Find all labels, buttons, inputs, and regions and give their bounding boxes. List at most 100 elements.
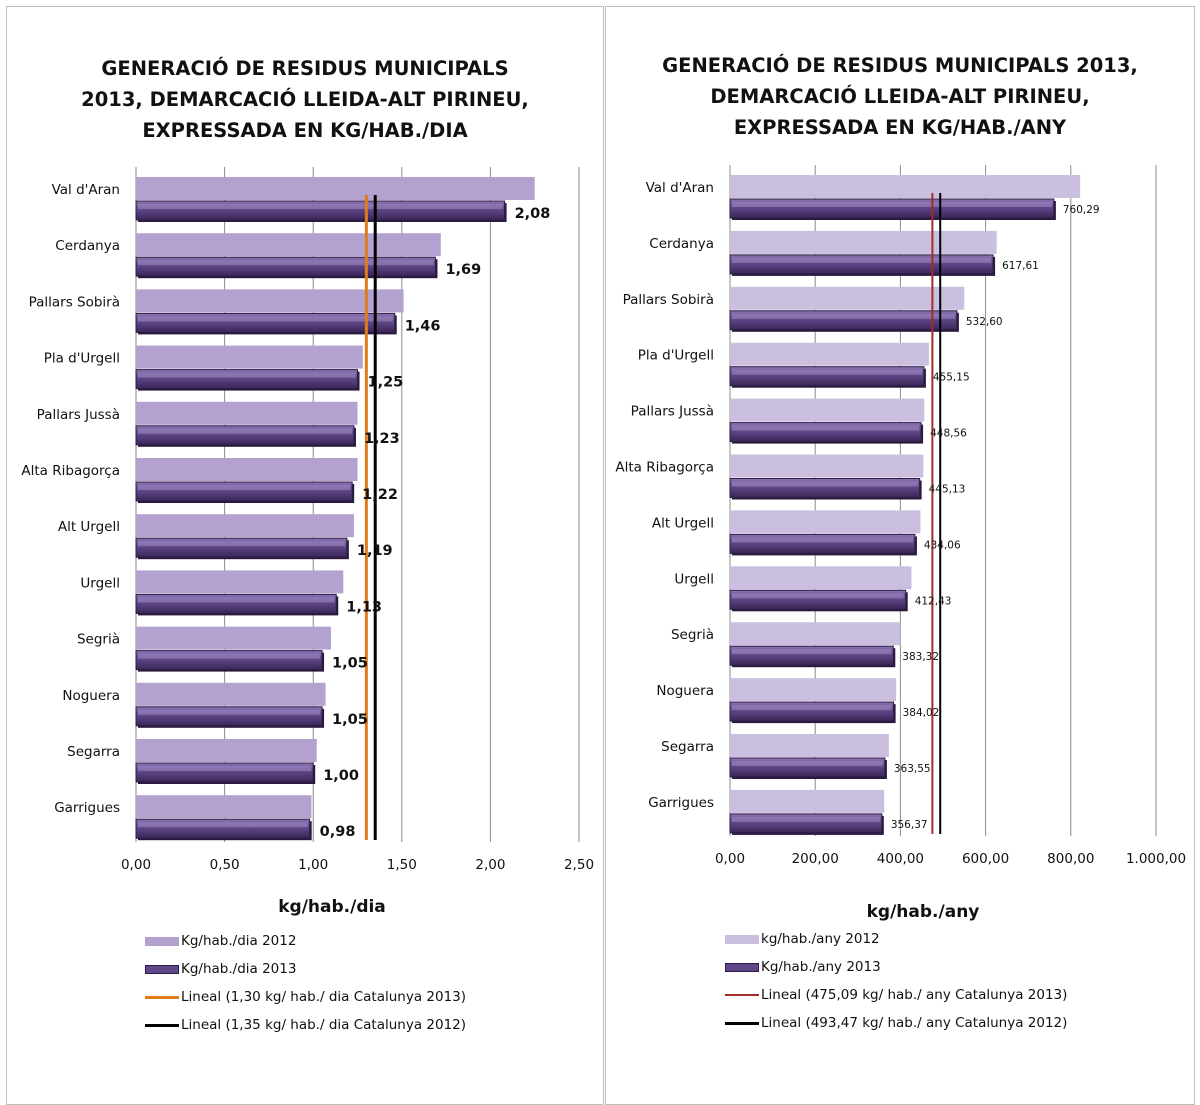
bar-2012 — [730, 678, 897, 702]
bar-2012 — [136, 626, 331, 650]
legend-swatch-2013 — [145, 964, 179, 974]
data-label-2013: 1,25 — [368, 375, 404, 391]
data-label-2013: 363,55 — [894, 763, 931, 775]
bar-2013-highlight — [732, 481, 918, 487]
category-label: Pallars Jussà — [631, 404, 714, 420]
bar-2013 — [729, 254, 994, 275]
bar-2012 — [730, 789, 885, 813]
category-label: Segarra — [67, 744, 120, 760]
bar-2012 — [136, 345, 363, 369]
legend: kg/hab./any 2012 Kg/hab./any 2013 Lineal… — [725, 925, 1067, 1037]
chart-title-line-2: 2013, DEMARCACIÓ LLEIDA-ALT PIRINEU, — [81, 88, 529, 111]
x-axis-title: kg/hab./any — [866, 902, 980, 922]
bar-2012 — [730, 510, 921, 534]
bar-2012 — [730, 230, 997, 254]
category-label: Pla d'Urgell — [44, 351, 120, 367]
data-label-2013: 0,98 — [320, 824, 356, 840]
bar-2013-highlight — [732, 369, 922, 375]
bar-2013-highlight — [732, 761, 883, 766]
chart-title-line-2: DEMARCACIÓ LLEIDA-ALT PIRINEU, — [710, 85, 1090, 108]
bar-2012 — [136, 289, 404, 313]
legend-item-2012: Kg/hab./dia 2012 — [145, 927, 466, 955]
x-tick-label: 1,00 — [298, 857, 328, 873]
x-tick-label: 2,00 — [475, 857, 505, 873]
data-label-2013: 760,29 — [1063, 204, 1100, 216]
category-label: Cerdanya — [55, 238, 120, 254]
bar-2012 — [136, 682, 326, 706]
bar-2012 — [730, 734, 889, 757]
legend-label-line-2013: Lineal (1,30 kg/ hab./ dia Catalunya 201… — [181, 989, 467, 1005]
bar-2012 — [136, 795, 312, 819]
bar-2012 — [136, 514, 354, 538]
data-label-2013: 1,69 — [445, 262, 481, 278]
data-label-2013: 1,00 — [323, 768, 359, 784]
chart-panel-right: GENERACIÓ DE RESIDUS MUNICIPALS 2013, DE… — [605, 6, 1195, 1105]
legend-label-2012: kg/hab./any 2012 — [761, 931, 880, 947]
category-label: Val d'Aran — [646, 180, 714, 196]
data-label-2013: 455,15 — [933, 372, 970, 384]
data-label-2013: 2,08 — [515, 206, 551, 222]
bar-2013 — [729, 645, 894, 666]
bar-2013 — [729, 589, 907, 610]
chart-title-line-1: GENERACIÓ DE RESIDUS MUNICIPALS 2013, — [662, 54, 1138, 77]
x-tick-label: 0,50 — [210, 857, 240, 873]
x-tick-label: 0,00 — [715, 851, 745, 867]
bar-2013-highlight — [138, 485, 351, 490]
bar-2013-highlight — [138, 260, 434, 266]
bar-2013 — [135, 200, 506, 221]
data-label-2013: 412,43 — [915, 595, 952, 607]
bar-2012 — [730, 175, 1081, 198]
bar-2013-highlight — [732, 313, 955, 319]
bar-2012 — [730, 286, 965, 310]
legend-line-2013 — [145, 995, 179, 999]
legend-swatch-2012 — [725, 934, 759, 944]
category-label: Garrigues — [648, 795, 714, 811]
category-label: Val d'Aran — [52, 182, 120, 198]
category-label: Pla d'Urgell — [638, 348, 714, 364]
legend-line-2012 — [725, 1021, 759, 1025]
data-label-2013: 1,46 — [405, 318, 441, 334]
bar-2013-highlight — [138, 541, 345, 547]
bar-2013-highlight — [732, 593, 904, 599]
category-label: Cerdanya — [649, 236, 714, 252]
data-label-2013: 532,60 — [966, 316, 1003, 328]
bar-2013 — [729, 478, 921, 498]
bar-2013 — [135, 481, 353, 502]
data-label-2013: 1,13 — [346, 599, 382, 615]
x-tick-label: 0,00 — [121, 857, 151, 873]
legend: Kg/hab./dia 2012 Kg/hab./dia 2013 Lineal… — [145, 927, 466, 1039]
bar-2013-highlight — [138, 204, 503, 209]
bar-2013-highlight — [138, 316, 393, 322]
legend-item-line-2012: Lineal (1,35 kg/ hab./ dia Catalunya 201… — [145, 1011, 466, 1039]
data-label-2013: 383,32 — [902, 651, 939, 663]
data-label-2013: 1,05 — [332, 656, 368, 672]
legend-item-line-2012: Lineal (493,47 kg/ hab./ any Catalunya 2… — [725, 1009, 1067, 1037]
category-label: Segrià — [671, 627, 714, 643]
data-label-2013: 1,23 — [364, 431, 400, 447]
x-tick-label: 800,00 — [1047, 851, 1094, 867]
data-label-2013: 445,13 — [929, 484, 966, 496]
chart-title-line-3: EXPRESSADA EN KG/HAB./DIA — [142, 119, 468, 142]
bar-2013 — [135, 425, 355, 446]
legend-line-2012 — [145, 1023, 179, 1027]
legend-item-line-2013: Lineal (1,30 kg/ hab./ dia Catalunya 201… — [145, 983, 466, 1011]
legend-label-2012: Kg/hab./dia 2012 — [181, 933, 297, 949]
bar-2013-highlight — [732, 649, 892, 655]
bar-2012 — [730, 622, 901, 646]
bar-2013-highlight — [732, 705, 892, 711]
bar-2013-highlight — [138, 372, 356, 378]
bar-2013-highlight — [732, 537, 913, 543]
x-axis-title: kg/hab./dia — [278, 897, 386, 917]
legend-item-2013: Kg/hab./any 2013 — [725, 953, 1067, 981]
legend-item-2013: Kg/hab./dia 2013 — [145, 955, 466, 983]
bar-2013 — [135, 706, 323, 727]
bar-2013 — [729, 198, 1055, 219]
data-label-2013: 1,05 — [332, 712, 368, 728]
category-label: Segarra — [661, 739, 714, 755]
legend-item-2012: kg/hab./any 2012 — [725, 925, 1067, 953]
x-tick-label: 200,00 — [792, 851, 839, 867]
bar-2013 — [729, 757, 886, 778]
legend-swatch-2012 — [145, 936, 179, 946]
category-label: Alta Ribagorça — [21, 463, 120, 479]
bar-2012 — [136, 401, 358, 425]
